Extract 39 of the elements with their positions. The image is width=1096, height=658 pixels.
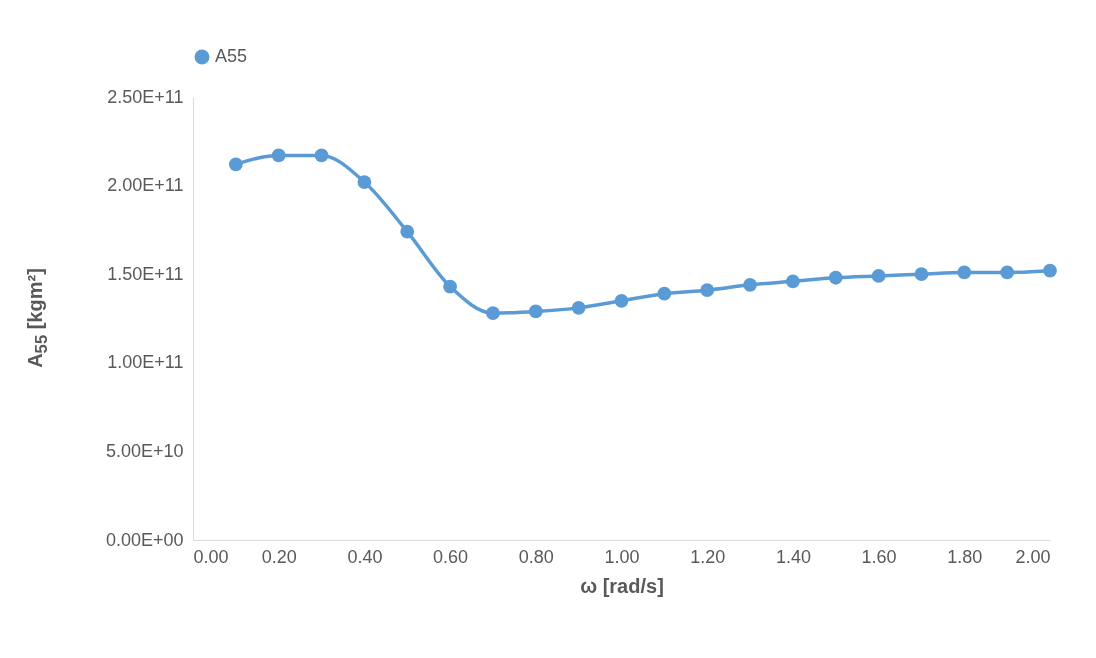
x-axis-title: ω [rad/s] — [580, 574, 664, 597]
point — [271, 148, 286, 163]
point — [828, 270, 843, 285]
point — [614, 293, 629, 308]
point — [228, 157, 243, 172]
x-tick-label: 1.60 — [861, 546, 897, 567]
legend-label: A55 — [215, 46, 248, 66]
point — [871, 269, 886, 283]
point — [657, 286, 672, 301]
point — [914, 267, 929, 282]
x-tick-label: 0.80 — [518, 546, 554, 567]
x-tick-label: 1.00 — [604, 546, 640, 567]
point — [786, 274, 800, 289]
point — [700, 283, 715, 298]
y-tick-label: 1.00E+11 — [107, 352, 184, 373]
point — [443, 279, 457, 294]
y-tick-label: 1.50E+11 — [107, 263, 184, 284]
y-tick-label: 0.00E+00 — [105, 529, 184, 550]
x-tick-label: 0.20 — [261, 546, 297, 567]
x-tick-label: 0.60 — [433, 546, 469, 567]
x-tick-label: 1.80 — [947, 546, 983, 567]
point — [314, 148, 329, 163]
point — [957, 265, 972, 280]
point — [1000, 265, 1015, 280]
x-tick-label: 2.00 — [1015, 546, 1051, 567]
y-tick-label: 5.00E+10 — [105, 440, 184, 461]
x-tick-label: 1.20 — [690, 546, 726, 567]
x-tick-label: 0.40 — [347, 546, 383, 567]
point — [528, 304, 543, 319]
y-tick-label: 2.00E+11 — [107, 175, 184, 196]
x-tick-label: 1.40 — [775, 546, 811, 567]
point — [1043, 263, 1057, 278]
y-tick-label: 2.50E+11 — [107, 86, 184, 107]
point — [357, 175, 372, 189]
point — [400, 224, 415, 239]
point — [486, 306, 500, 321]
point — [743, 277, 757, 292]
x-tick-label: 0.00 — [193, 546, 229, 567]
point — [571, 300, 586, 315]
